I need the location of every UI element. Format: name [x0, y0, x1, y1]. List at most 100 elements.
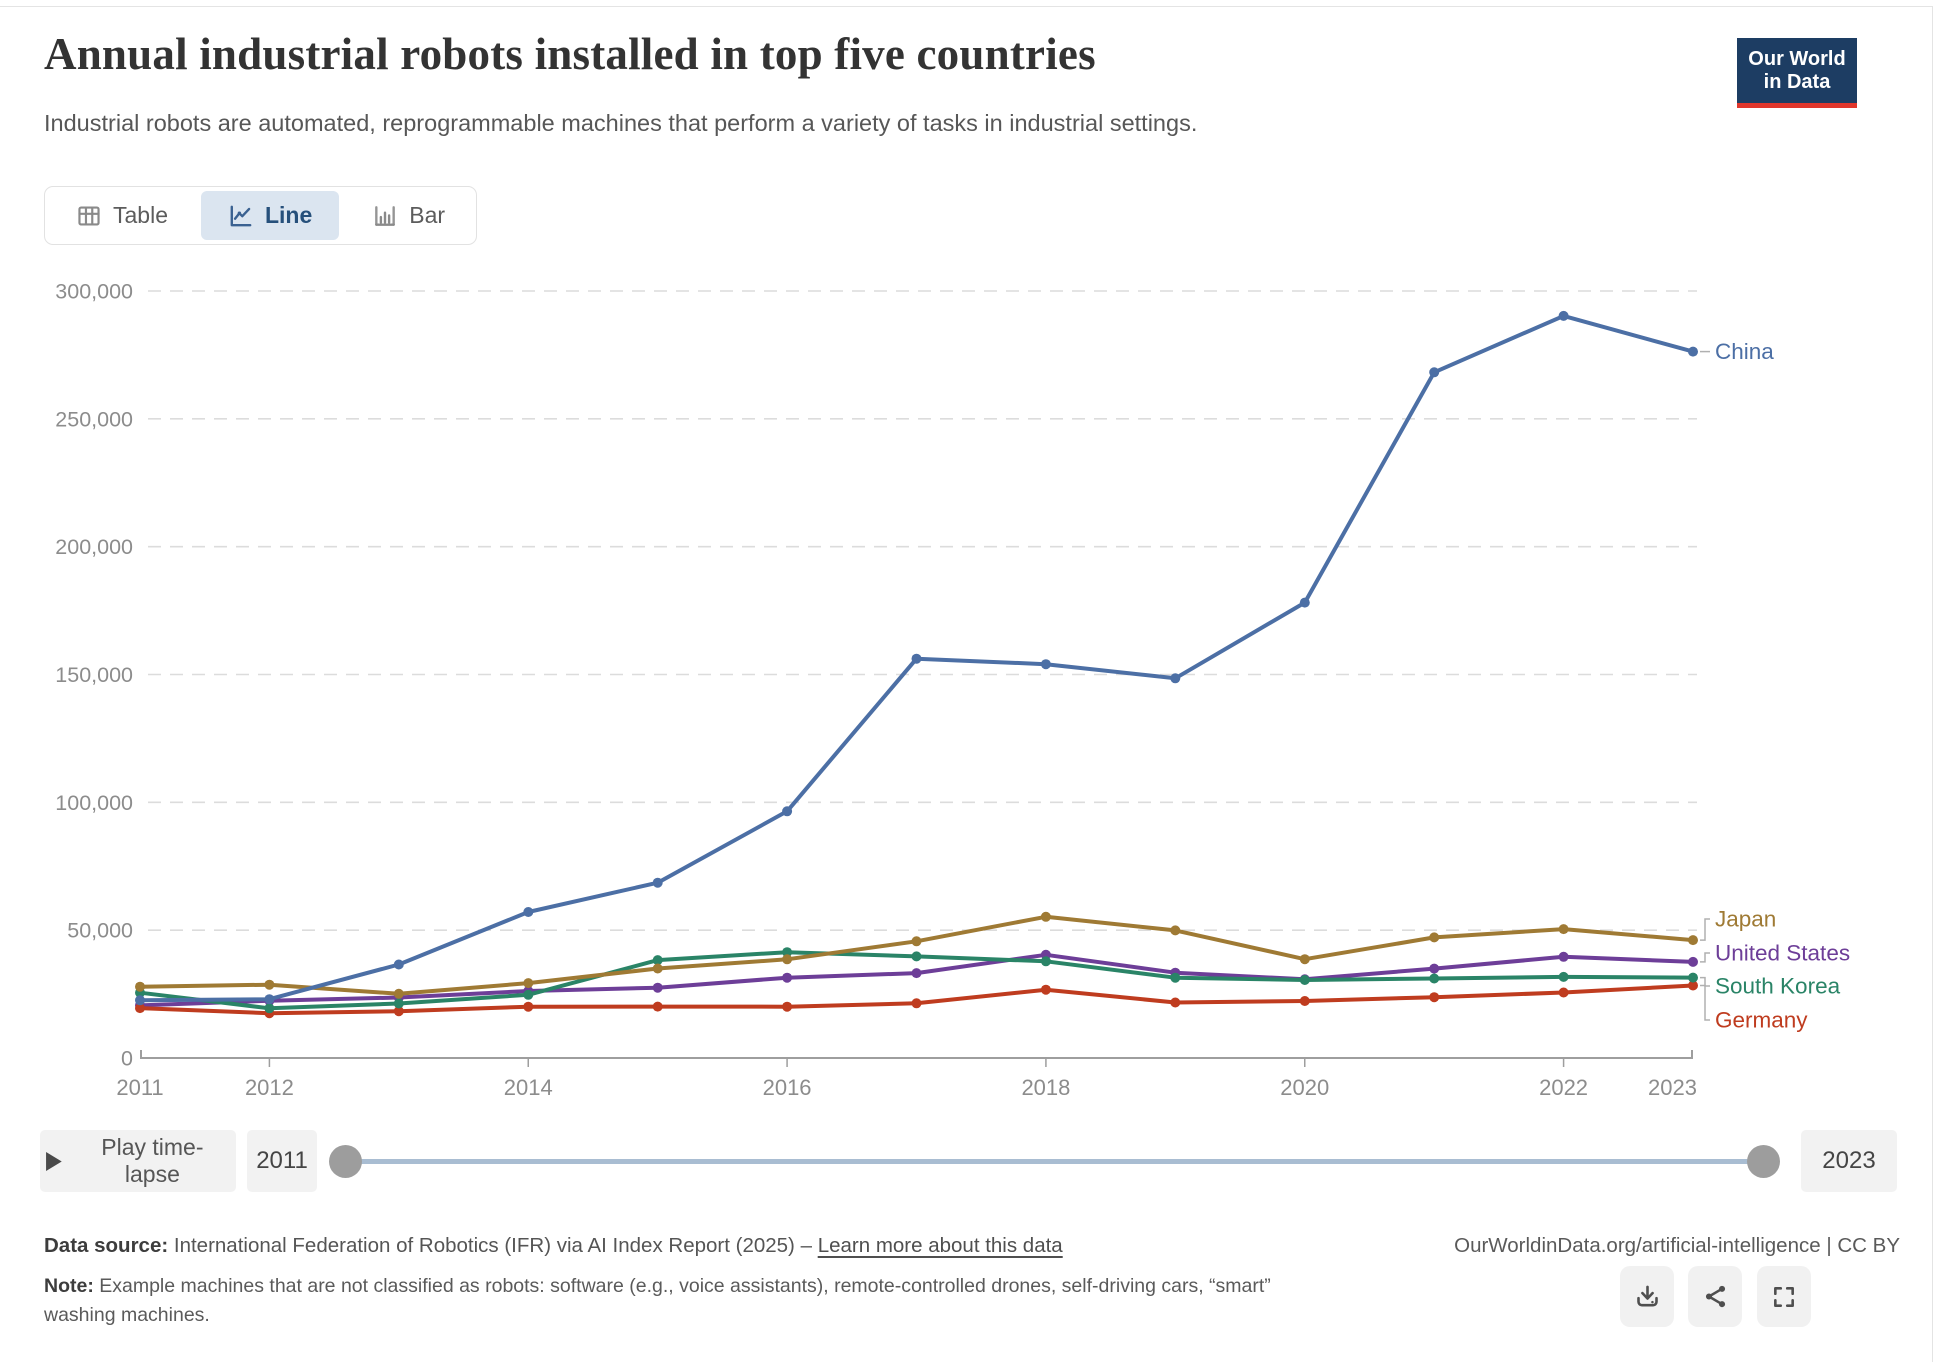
data-point-china[interactable] [393, 959, 404, 970]
data-point-japan[interactable] [1170, 925, 1181, 936]
data-point-japan[interactable] [1299, 954, 1310, 965]
timeline-handle-end[interactable] [1747, 1145, 1780, 1178]
series-label-germany[interactable]: Germany [1715, 1008, 1808, 1033]
note-text: Example machines that are not classified… [44, 1275, 1271, 1326]
legend-connector-united-states [1700, 952, 1710, 963]
data-point-china[interactable] [135, 995, 145, 1006]
learn-more-link[interactable]: Learn more about this data [817, 1234, 1063, 1257]
timeline-slider-track[interactable] [345, 1159, 1763, 1164]
data-point-south-korea[interactable] [652, 955, 663, 966]
data-point-japan[interactable] [911, 936, 922, 947]
play-timelapse-label: Play time-lapse [101, 1134, 204, 1187]
page-title: Annual industrial robots installed in to… [44, 29, 1096, 79]
y-tick-label: 50,000 [67, 919, 133, 943]
data-point-china[interactable] [1170, 673, 1181, 684]
data-point-china[interactable] [264, 994, 275, 1005]
tab-bar[interactable]: Bar [345, 191, 472, 240]
series-label-china[interactable]: China [1715, 339, 1774, 364]
data-point-germany[interactable] [1688, 980, 1698, 991]
data-point-germany[interactable] [393, 1006, 404, 1017]
data-point-south-korea[interactable] [264, 1003, 275, 1014]
note-line: Note: Example machines that are not clas… [44, 1272, 1329, 1330]
data-point-japan[interactable] [1688, 935, 1698, 946]
x-tick-label: 2016 [763, 1075, 812, 1100]
data-point-united-states[interactable] [782, 972, 793, 983]
data-point-china[interactable] [782, 806, 793, 817]
data-point-china[interactable] [1688, 346, 1698, 357]
x-tick-label: 2022 [1539, 1075, 1588, 1100]
data-point-south-korea[interactable] [1688, 972, 1698, 983]
data-point-china[interactable] [911, 653, 922, 664]
page-subtitle: Industrial robots are automated, reprogr… [44, 110, 1198, 136]
data-point-germany[interactable] [135, 1003, 145, 1014]
series-label-united-states[interactable]: United States [1715, 941, 1850, 966]
data-point-japan[interactable] [652, 963, 663, 974]
owid-logo[interactable]: Our World in Data [1737, 38, 1857, 108]
data-point-united-states[interactable] [1688, 956, 1698, 967]
data-point-germany[interactable] [1170, 997, 1181, 1008]
data-point-south-korea[interactable] [1429, 973, 1440, 984]
play-timelapse-button[interactable]: Play time-lapse [40, 1130, 236, 1192]
data-point-south-korea[interactable] [1299, 975, 1310, 985]
timeline-handle-start[interactable] [329, 1145, 362, 1178]
data-point-china[interactable] [652, 877, 663, 888]
download-button[interactable] [1620, 1266, 1674, 1327]
series-label-south-korea[interactable]: South Korea [1715, 974, 1841, 999]
data-point-china[interactable] [1558, 310, 1569, 321]
card-border-right [1932, 6, 1933, 1362]
data-point-china[interactable] [1299, 597, 1310, 608]
data-point-south-korea[interactable] [911, 951, 922, 962]
data-point-germany[interactable] [652, 1001, 663, 1012]
data-point-united-states[interactable] [652, 982, 663, 993]
y-tick-label: 100,000 [55, 791, 133, 815]
series-label-japan[interactable]: Japan [1715, 907, 1776, 932]
data-point-china[interactable] [1429, 367, 1440, 378]
note-label: Note: [44, 1275, 94, 1297]
data-point-japan[interactable] [523, 978, 534, 989]
y-tick-label: 300,000 [55, 280, 133, 304]
timeline-start-year[interactable]: 2011 [247, 1130, 317, 1192]
data-point-japan[interactable] [1558, 924, 1569, 935]
owid-logo-line2: in Data [1763, 71, 1831, 93]
data-point-south-korea[interactable] [782, 947, 793, 958]
share-button[interactable] [1688, 1266, 1742, 1327]
data-point-germany[interactable] [782, 1001, 793, 1012]
tab-table[interactable]: Table [49, 191, 195, 240]
data-point-japan[interactable] [264, 979, 275, 990]
data-source-line: Data source: International Federation of… [44, 1234, 1063, 1258]
data-point-china[interactable] [1040, 659, 1051, 670]
data-point-south-korea[interactable] [523, 989, 534, 1000]
fullscreen-button[interactable] [1757, 1266, 1811, 1327]
data-point-united-states[interactable] [1429, 963, 1440, 974]
data-point-united-states[interactable] [1558, 951, 1569, 962]
data-point-japan[interactable] [1429, 932, 1440, 943]
data-point-south-korea[interactable] [1040, 956, 1051, 967]
data-point-japan[interactable] [135, 981, 145, 992]
data-point-japan[interactable] [393, 988, 404, 999]
tab-bar-label: Bar [409, 202, 446, 228]
data-source-label: Data source: [44, 1234, 169, 1257]
data-point-germany[interactable] [911, 998, 922, 1009]
data-point-germany[interactable] [1299, 996, 1310, 1006]
y-tick-label: 150,000 [55, 663, 133, 687]
data-point-japan[interactable] [1040, 911, 1051, 922]
x-tick-label: 2020 [1280, 1075, 1329, 1100]
data-point-south-korea[interactable] [1170, 972, 1181, 983]
legend-connector-south-korea [1700, 976, 1710, 987]
data-point-japan[interactable] [782, 954, 793, 965]
data-point-south-korea[interactable] [1558, 971, 1569, 982]
data-point-germany[interactable] [1040, 984, 1051, 995]
timeline-end-year[interactable]: 2023 [1801, 1130, 1897, 1192]
chart-type-tabbar: Table Line Bar [44, 186, 478, 245]
data-point-china[interactable] [523, 907, 534, 917]
line-chart-icon [230, 205, 252, 226]
data-point-united-states[interactable] [911, 968, 922, 979]
bar-chart-icon [375, 205, 396, 226]
tab-line[interactable]: Line [200, 191, 340, 240]
data-point-germany[interactable] [1429, 992, 1440, 1003]
data-point-germany[interactable] [1558, 987, 1569, 998]
data-point-germany[interactable] [523, 1001, 534, 1012]
data-point-south-korea[interactable] [393, 998, 404, 1009]
x-tick-label: 2011 [116, 1075, 163, 1100]
